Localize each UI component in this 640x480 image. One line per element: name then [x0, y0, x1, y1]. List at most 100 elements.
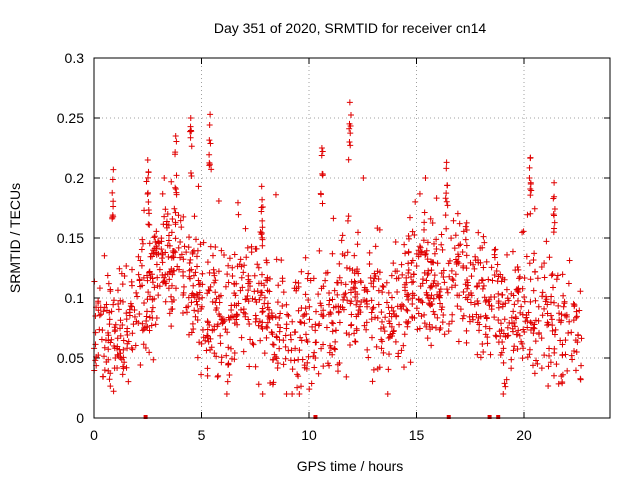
data-point	[437, 300, 444, 307]
data-point	[324, 360, 331, 367]
data-point	[170, 254, 177, 261]
data-point	[123, 263, 130, 269]
data-point	[101, 353, 108, 360]
data-point	[165, 253, 172, 260]
data-point	[169, 271, 176, 278]
data-point	[428, 283, 435, 290]
data-point	[299, 356, 306, 363]
data-point	[245, 316, 252, 323]
data-point	[107, 383, 114, 390]
data-point	[403, 306, 410, 313]
data-point	[146, 314, 153, 321]
data-point	[117, 317, 124, 324]
data-point	[394, 289, 401, 296]
data-point	[421, 226, 428, 233]
data-point	[527, 192, 534, 199]
data-point	[569, 356, 576, 363]
data-point	[282, 355, 289, 362]
data-point	[431, 311, 438, 318]
data-point	[319, 313, 326, 320]
data-point	[263, 257, 270, 264]
data-point	[518, 303, 525, 310]
data-point	[549, 327, 556, 334]
data-point	[206, 162, 213, 169]
data-point	[516, 332, 523, 339]
data-point	[193, 290, 200, 297]
data-point	[302, 305, 309, 312]
data-point	[144, 277, 151, 284]
data-point	[188, 143, 195, 150]
data-point	[428, 342, 435, 349]
data-point	[194, 354, 201, 361]
data-point	[162, 206, 169, 213]
data-point	[463, 252, 470, 259]
data-point	[135, 271, 142, 278]
data-point	[205, 319, 212, 326]
data-point	[407, 359, 414, 366]
data-point	[423, 323, 430, 330]
data-point	[272, 191, 279, 198]
data-point	[551, 193, 558, 200]
data-point	[194, 263, 201, 270]
data-point	[363, 286, 370, 293]
data-point	[504, 324, 511, 331]
data-point	[274, 321, 281, 328]
data-point	[266, 315, 273, 322]
data-point	[204, 332, 211, 339]
data-point	[551, 299, 558, 306]
data-point	[248, 243, 255, 250]
data-point	[338, 237, 345, 244]
data-point	[150, 356, 157, 363]
data-point	[135, 253, 142, 260]
data-point	[114, 287, 121, 294]
data-point	[329, 250, 336, 257]
data-point	[456, 292, 463, 299]
data-point	[386, 333, 393, 340]
data-point	[284, 311, 291, 318]
data-point	[378, 336, 385, 343]
data-point	[500, 330, 507, 337]
data-point	[353, 301, 360, 308]
data-point	[479, 340, 486, 347]
data-point	[234, 199, 241, 206]
data-point	[211, 279, 218, 286]
y-axis-label: SRMTID / TECUs	[7, 183, 23, 293]
data-point	[141, 324, 148, 331]
data-point	[318, 152, 325, 159]
data-point	[289, 391, 296, 397]
data-point	[120, 354, 127, 361]
data-point	[544, 301, 551, 308]
data-point	[223, 391, 230, 397]
data-point	[285, 312, 292, 319]
data-point	[555, 380, 562, 387]
data-point	[252, 318, 259, 325]
data-point	[186, 273, 193, 280]
data-point	[377, 325, 384, 332]
data-point	[524, 318, 531, 325]
data-point	[531, 250, 538, 257]
data-point	[125, 338, 132, 345]
data-point	[513, 315, 520, 322]
data-point	[502, 300, 509, 307]
data-point	[279, 275, 286, 282]
data-point	[292, 345, 299, 352]
data-point	[423, 277, 430, 284]
data-point	[297, 334, 304, 341]
data-point	[486, 302, 493, 309]
data-point	[382, 314, 389, 321]
data-point	[92, 341, 99, 348]
data-point	[319, 171, 326, 178]
data-point	[477, 354, 484, 361]
data-point	[158, 235, 165, 242]
data-point	[105, 329, 112, 336]
data-point	[249, 340, 256, 347]
data-point	[120, 337, 127, 344]
data-point	[327, 310, 334, 317]
data-point	[445, 260, 452, 267]
data-point	[519, 285, 526, 292]
data-point	[310, 275, 317, 282]
data-point	[578, 335, 585, 342]
data-point	[369, 378, 376, 385]
data-point	[253, 299, 260, 306]
data-point	[547, 359, 554, 366]
